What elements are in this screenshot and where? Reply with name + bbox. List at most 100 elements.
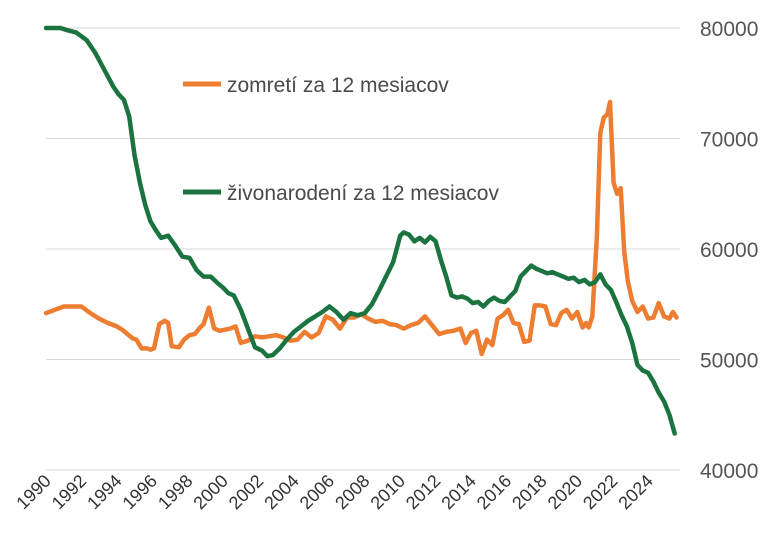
data-point (409, 323, 413, 327)
data-point (529, 264, 533, 268)
data-point (524, 269, 528, 273)
data-point (590, 314, 594, 318)
data-point (561, 275, 565, 279)
data-point (641, 304, 645, 309)
data-point (320, 310, 324, 314)
data-point (485, 338, 489, 342)
data-point (317, 331, 321, 335)
data-point (58, 26, 62, 30)
data-point (430, 323, 434, 327)
data-point (503, 300, 507, 304)
data-point (492, 296, 496, 300)
data-point (253, 345, 257, 349)
data-point (111, 85, 115, 89)
data-point (331, 318, 335, 322)
data-point (508, 294, 512, 299)
data-point (497, 299, 501, 303)
data-point (117, 92, 121, 96)
series-points-0 (44, 100, 679, 356)
data-point (380, 319, 385, 323)
data-point (44, 26, 48, 30)
data-point (619, 186, 623, 190)
data-point (635, 310, 640, 314)
data-point (239, 308, 243, 312)
x-tick-label: 2006 (296, 471, 338, 513)
data-point (570, 317, 574, 321)
data-point (407, 233, 411, 237)
data-point (202, 322, 206, 326)
data-point (373, 320, 377, 324)
data-point (620, 313, 624, 317)
data-point (97, 317, 101, 321)
data-point (102, 68, 106, 72)
data-point (180, 255, 184, 259)
data-point (278, 346, 282, 350)
data-point (324, 314, 328, 318)
data-point (506, 308, 510, 312)
data-point (559, 311, 563, 315)
data-point (464, 341, 468, 345)
x-tick-label: 2022 (579, 471, 621, 513)
data-point (598, 272, 602, 276)
data-point (338, 327, 342, 331)
data-point (635, 363, 640, 367)
data-point (646, 371, 650, 375)
data-point (122, 98, 126, 102)
data-point (303, 330, 307, 334)
data-point (609, 288, 613, 292)
data-point (134, 338, 138, 342)
data-point (166, 234, 170, 238)
data-point (593, 280, 597, 284)
data-point (565, 308, 569, 312)
data-point (550, 270, 555, 274)
data-point (458, 327, 462, 331)
data-point (549, 322, 553, 326)
data-point (584, 321, 588, 325)
x-tick-label: 2024 (614, 471, 656, 513)
data-point (265, 354, 269, 358)
data-point (588, 282, 592, 286)
data-point (533, 303, 537, 307)
x-tick-label: 2018 (508, 471, 550, 513)
data-point (62, 304, 66, 309)
legend-label-deaths: zomretí za 12 mesiacov (227, 74, 449, 97)
data-point (125, 332, 130, 336)
data-point (455, 296, 459, 300)
data-point (166, 321, 170, 325)
data-point (207, 306, 211, 310)
data-point (423, 240, 427, 244)
data-point (173, 244, 177, 248)
data-point (384, 275, 388, 279)
data-point (267, 334, 271, 338)
data-point (377, 289, 381, 293)
y-tick-label: 80000 (700, 18, 758, 41)
data-point (327, 304, 331, 309)
data-point (439, 258, 443, 262)
data-point (582, 278, 587, 282)
data-point (187, 256, 191, 260)
data-point (667, 317, 672, 321)
data-point (148, 348, 153, 352)
data-point (630, 341, 634, 345)
data-point (356, 313, 360, 317)
data-point (159, 236, 163, 240)
legend-item-deaths: zomretí za 12 mesiacov (183, 74, 449, 97)
x-tick-label: 2004 (260, 471, 302, 513)
data-point (221, 286, 225, 290)
data-point (132, 153, 137, 157)
data-point (651, 380, 656, 384)
data-point (602, 115, 606, 120)
data-point (212, 327, 216, 331)
x-tick-label: 2020 (544, 471, 586, 513)
data-point (428, 235, 432, 239)
data-point (218, 329, 222, 333)
data-point (641, 369, 645, 373)
data-point (480, 352, 484, 356)
data-point (152, 346, 156, 350)
data-point (154, 228, 158, 232)
data-point (476, 300, 480, 304)
data-point (177, 345, 181, 349)
data-point (198, 325, 202, 330)
data-point (341, 318, 346, 322)
